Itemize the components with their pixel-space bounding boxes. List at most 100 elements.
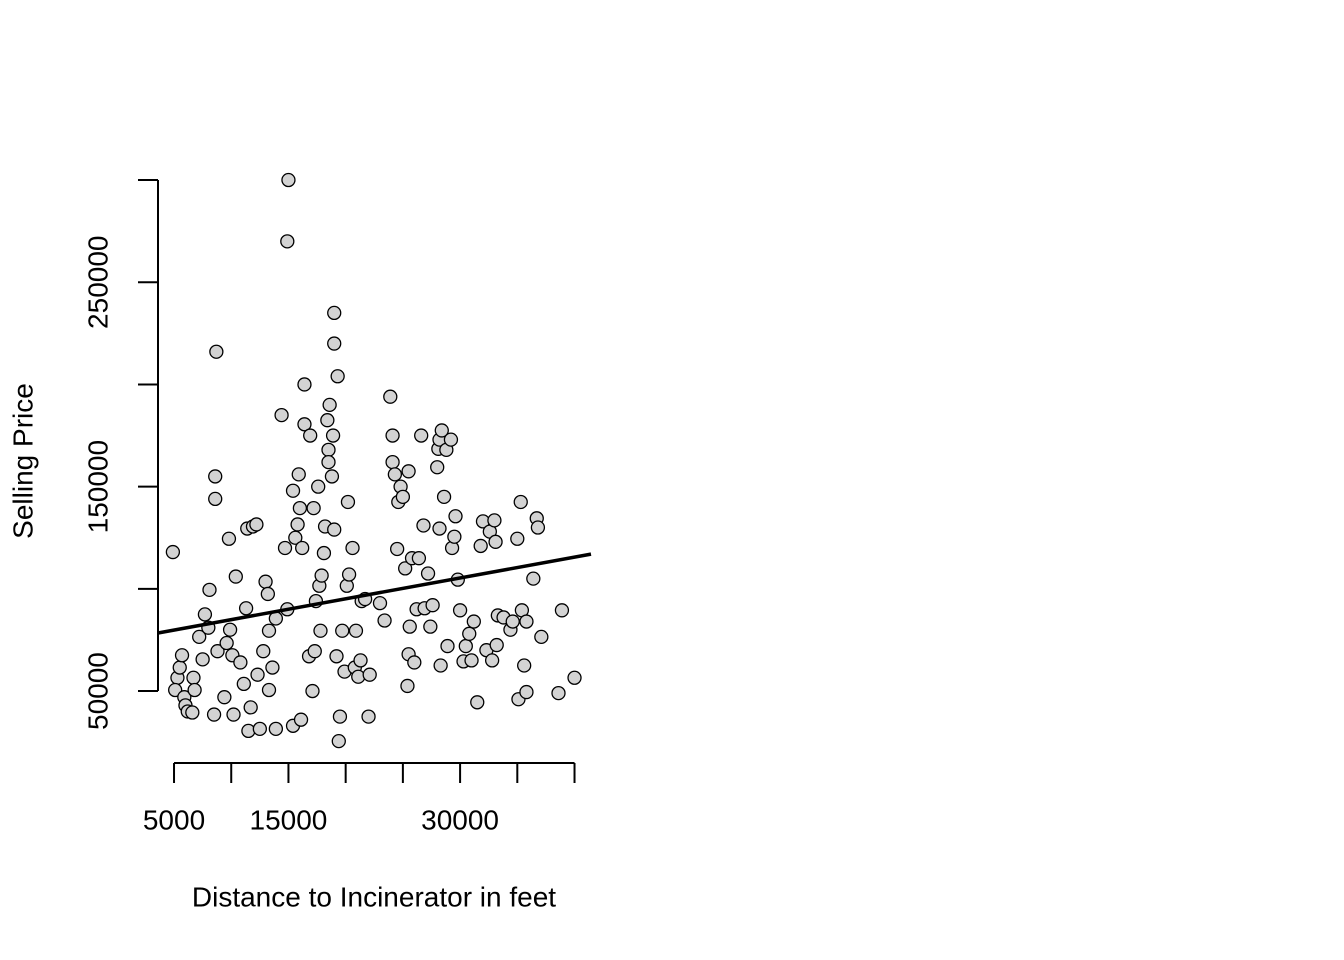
- point: [321, 454, 336, 470]
- point: [285, 483, 301, 498]
- point: [534, 629, 549, 645]
- point: [297, 377, 312, 392]
- point: [400, 678, 415, 694]
- point: [226, 707, 241, 722]
- point: [311, 479, 326, 494]
- point: [277, 540, 293, 556]
- point: [345, 540, 360, 556]
- point: [447, 529, 462, 544]
- point: [353, 653, 368, 668]
- point: [554, 603, 570, 618]
- point: [265, 660, 280, 675]
- point: [372, 596, 388, 611]
- point: [567, 670, 582, 685]
- point: [233, 655, 248, 670]
- point: [329, 649, 344, 664]
- point: [290, 517, 305, 532]
- point: [261, 623, 277, 638]
- y-axis-label: Selling Price: [7, 383, 38, 539]
- point: [526, 571, 541, 586]
- point: [362, 667, 377, 682]
- point: [443, 432, 459, 447]
- point: [387, 467, 403, 482]
- regression-line: [157, 552, 592, 635]
- point: [488, 534, 503, 549]
- point: [452, 603, 468, 618]
- point: [252, 721, 267, 737]
- point: [530, 520, 546, 535]
- point: [292, 500, 308, 516]
- point: [489, 637, 504, 653]
- point: [268, 721, 284, 737]
- point: [228, 569, 243, 584]
- x-tick-label: 30000: [421, 804, 499, 835]
- point: [288, 530, 303, 545]
- point: [208, 491, 223, 507]
- point: [436, 489, 452, 505]
- point: [448, 509, 463, 524]
- point: [395, 489, 411, 505]
- y-tick-label: 250000: [82, 236, 113, 329]
- point: [423, 619, 438, 634]
- x-tick-label: 15000: [250, 804, 328, 835]
- point: [416, 518, 431, 533]
- point: [551, 685, 566, 701]
- point: [385, 428, 400, 443]
- point: [425, 598, 440, 613]
- point: [332, 709, 348, 724]
- point: [458, 638, 473, 654]
- point: [473, 538, 488, 554]
- point: [192, 629, 207, 645]
- point: [320, 413, 335, 428]
- point: [383, 389, 398, 404]
- point: [281, 172, 296, 188]
- point: [385, 454, 400, 470]
- point: [219, 635, 234, 651]
- point: [165, 544, 181, 560]
- point: [209, 344, 224, 359]
- x-axis-label: Distance to Incinerator in feet: [192, 881, 556, 912]
- point: [291, 467, 306, 482]
- point: [241, 723, 256, 739]
- point: [293, 712, 309, 727]
- point: [505, 614, 520, 629]
- point: [327, 522, 342, 537]
- point: [202, 582, 217, 598]
- point: [341, 567, 357, 582]
- point: [307, 644, 322, 659]
- point: [402, 619, 417, 634]
- point: [305, 683, 320, 699]
- y-tick-label: 50000: [82, 652, 113, 730]
- point: [222, 622, 238, 637]
- point: [390, 541, 405, 557]
- point: [407, 655, 422, 670]
- point: [236, 676, 251, 692]
- point: [197, 607, 213, 622]
- point: [414, 428, 429, 443]
- point: [306, 500, 321, 516]
- point: [401, 464, 416, 479]
- point: [206, 707, 222, 722]
- point: [510, 531, 525, 546]
- point: [250, 667, 265, 682]
- point: [513, 494, 528, 510]
- point: [462, 626, 477, 641]
- point: [464, 653, 479, 668]
- point: [258, 574, 273, 589]
- point: [256, 644, 271, 659]
- point: [195, 652, 210, 667]
- point: [330, 369, 345, 384]
- point: [331, 733, 346, 749]
- x-tick-label: 5000: [143, 804, 205, 835]
- y-tick-label: 150000: [82, 440, 113, 533]
- point: [430, 460, 445, 475]
- point: [351, 669, 366, 684]
- point: [398, 561, 413, 576]
- point: [303, 428, 318, 443]
- point: [440, 638, 455, 654]
- point: [484, 653, 500, 668]
- point: [210, 644, 225, 659]
- point: [434, 423, 449, 438]
